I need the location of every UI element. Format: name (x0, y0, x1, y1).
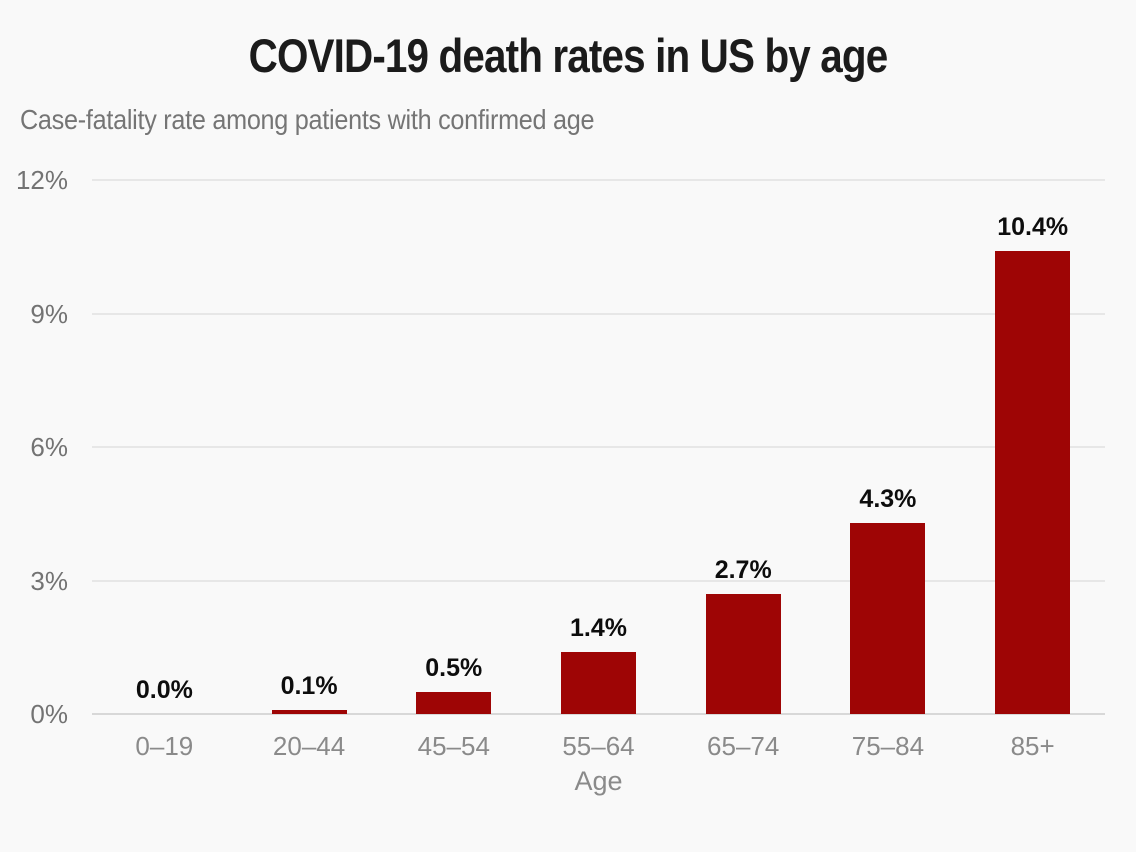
gridline (92, 179, 1105, 181)
x-tick-label: 20–44 (272, 731, 346, 761)
gridline (92, 579, 1105, 582)
x-tick-label: 65–74 (707, 731, 780, 761)
bar (850, 523, 926, 714)
y-tick-label: 12% (15, 165, 68, 195)
y-tick-label: 0% (30, 699, 68, 729)
bar (271, 710, 347, 714)
y-tick-label: 3% (30, 565, 68, 596)
chart-title: COVID-19 death rates in US by age (248, 29, 889, 82)
x-tick-label: 85+ (1010, 731, 1055, 761)
x-axis-baseline (92, 713, 1105, 715)
x-axis-title: Age (574, 766, 623, 796)
x-tick-label: 75–84 (851, 731, 925, 761)
x-tick-label: 55–64 (562, 731, 635, 761)
bar (995, 251, 1071, 714)
x-tick-label: 45–54 (417, 731, 490, 761)
gridline (92, 312, 1105, 315)
y-tick-label: 9% (30, 298, 68, 329)
bar-value-label: 10.4% (997, 213, 1069, 241)
bar-value-label: 2.7% (714, 556, 772, 584)
bar-value-label: 4.3% (859, 485, 917, 513)
bar-value-label: 0.0% (135, 676, 193, 704)
bar (705, 594, 781, 714)
bar (416, 692, 492, 714)
gridline (92, 446, 1105, 448)
bar-value-label: 0.5% (425, 654, 483, 682)
bar-value-label: 0.1% (280, 672, 338, 700)
chart-subtitle: Case-fatality rate among patients with c… (20, 104, 595, 135)
bar (561, 652, 636, 714)
y-tick-label: 6% (30, 432, 68, 462)
x-tick-label: 0–19 (135, 731, 194, 761)
bar-value-label: 1.4% (570, 614, 627, 642)
